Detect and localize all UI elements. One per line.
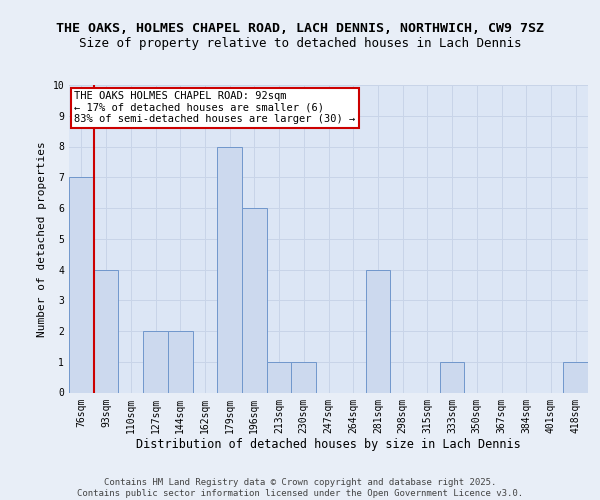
Bar bbox=[217, 146, 242, 392]
Bar bbox=[242, 208, 267, 392]
Bar bbox=[563, 362, 588, 392]
Bar bbox=[267, 362, 292, 392]
Bar bbox=[440, 362, 464, 392]
Bar bbox=[292, 362, 316, 392]
X-axis label: Distribution of detached houses by size in Lach Dennis: Distribution of detached houses by size … bbox=[136, 438, 521, 451]
Bar bbox=[143, 331, 168, 392]
Text: THE OAKS HOLMES CHAPEL ROAD: 92sqm
← 17% of detached houses are smaller (6)
83% : THE OAKS HOLMES CHAPEL ROAD: 92sqm ← 17%… bbox=[74, 91, 355, 124]
Y-axis label: Number of detached properties: Number of detached properties bbox=[37, 141, 47, 336]
Text: Contains HM Land Registry data © Crown copyright and database right 2025.
Contai: Contains HM Land Registry data © Crown c… bbox=[77, 478, 523, 498]
Bar bbox=[168, 331, 193, 392]
Bar bbox=[69, 178, 94, 392]
Bar bbox=[365, 270, 390, 392]
Text: Size of property relative to detached houses in Lach Dennis: Size of property relative to detached ho… bbox=[79, 38, 521, 51]
Text: THE OAKS, HOLMES CHAPEL ROAD, LACH DENNIS, NORTHWICH, CW9 7SZ: THE OAKS, HOLMES CHAPEL ROAD, LACH DENNI… bbox=[56, 22, 544, 36]
Bar bbox=[94, 270, 118, 392]
